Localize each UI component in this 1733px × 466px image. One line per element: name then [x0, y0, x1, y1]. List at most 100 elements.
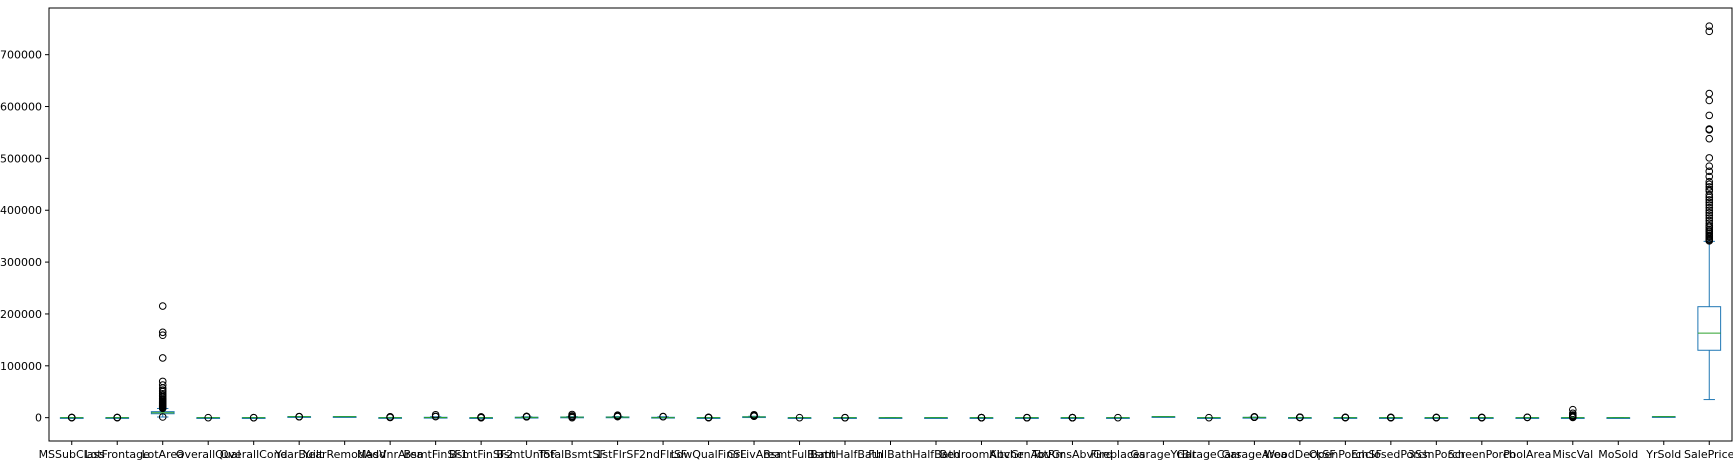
outlier-point: [1705, 125, 1714, 133]
x-tick-label: KitchenAbvGr: [989, 448, 1065, 461]
box-LowQualFinSF: [696, 413, 721, 422]
x-tick-label: MasVnrArea: [357, 448, 423, 461]
outlier-point: [158, 377, 167, 386]
box-FullBath: [878, 417, 903, 419]
box-LotArea: [150, 302, 175, 421]
box-LotFrontage: [105, 413, 130, 422]
x-tick-label: GrLivArea: [727, 448, 781, 461]
outlier-point: [1705, 221, 1714, 230]
outlier-point: [249, 413, 258, 422]
outlier-point: [1705, 216, 1714, 225]
y-axis: 0 100000 200000 300000 400000 500000 600000 700…: [0, 49, 49, 425]
outlier-point: [1068, 413, 1077, 422]
x-tick-label: MiscVal: [1552, 448, 1593, 461]
x-tick-label: MoSold: [1598, 448, 1638, 461]
x-tick-label: 2ndFlrSF: [639, 448, 687, 461]
outlier-point: [158, 302, 167, 310]
outlier-point: [67, 413, 76, 422]
x-tick-label: GarageArea: [1222, 448, 1288, 461]
box-BsmtFinSF1: [423, 410, 448, 421]
outlier-point: [295, 412, 303, 421]
iqr-box: [1697, 306, 1722, 351]
x-tick-label: YearBuilt: [274, 448, 324, 461]
outlier-point: [841, 413, 849, 422]
box-ScreenPorch: [1469, 413, 1494, 422]
box-Fireplaces: [1106, 413, 1130, 422]
box-PoolArea: [1515, 413, 1540, 422]
box-YrSold: [1651, 416, 1676, 418]
outlier-point: [1705, 154, 1714, 162]
box-MoSold: [1606, 417, 1631, 419]
outlier-point: [1341, 413, 1350, 422]
x-tick-label: BsmtFinSF1: [404, 448, 468, 461]
box-MSSubClass: [59, 413, 84, 422]
box-YearBuilt: [287, 412, 312, 421]
outlier-point: [1023, 413, 1031, 422]
outlier-point: [158, 381, 167, 389]
box-MiscVal: [1560, 405, 1585, 422]
outlier-point: [1705, 111, 1714, 120]
y-tick-label: 700000: [0, 49, 42, 62]
box-OpenPorchSF: [1333, 413, 1358, 422]
x-tick-label: OverallQual: [176, 448, 241, 461]
x-tick-label: YearRemodAdd: [302, 448, 386, 461]
box-GarageYrBlt: [1151, 416, 1176, 418]
outlier-point: [522, 412, 531, 421]
outlier-point: [1705, 22, 1714, 30]
outlier-point: [1705, 211, 1714, 220]
boxes-layer: [59, 22, 1722, 422]
outlier-point: [158, 413, 167, 421]
box-2ndFlrSF: [651, 412, 675, 421]
outlier-point: [750, 410, 758, 419]
outlier-point: [1250, 413, 1259, 421]
outlier-point: [1705, 185, 1714, 194]
x-tick-label: TotRmsAbvGrd: [1031, 448, 1113, 461]
y-tick-label: 500000: [0, 152, 42, 165]
box-BedroomAbvGr: [969, 413, 994, 422]
outlier-point: [1432, 413, 1441, 422]
box-TotalBsmtSF: [560, 410, 584, 422]
outlier-point: [1705, 206, 1714, 215]
outlier-point: [1705, 96, 1714, 105]
outlier-point: [1705, 180, 1714, 189]
box-GarageCars: [1197, 413, 1221, 422]
x-tick-label: BsmtFullBath: [763, 448, 836, 461]
outlier-point: [158, 386, 167, 394]
x-tick-label: BsmtUnfSF: [496, 448, 557, 461]
box-OverallQual: [196, 413, 221, 422]
x-tick-label: FullBath: [868, 448, 912, 461]
plot-frame: [48, 7, 1733, 442]
outlier-point: [1705, 183, 1714, 191]
box-GarageArea: [1242, 413, 1267, 421]
outlier-point: [1705, 209, 1714, 217]
outlier-point: [1705, 214, 1714, 222]
box-WoodDeckSF: [1288, 413, 1312, 422]
box-KitchenAbvGr: [1015, 413, 1039, 422]
outlier-point: [1523, 413, 1532, 422]
outlier-point: [1705, 27, 1714, 36]
outlier-point: [1568, 409, 1577, 418]
outlier-point: [1705, 196, 1714, 204]
outlier-point: [1705, 201, 1714, 209]
box-MasVnrArea: [378, 413, 403, 422]
x-tick-label: EnclosedPorch: [1351, 448, 1431, 461]
outlier-point: [1705, 167, 1714, 176]
outlier-point: [1705, 219, 1714, 228]
y-tick-label: 600000: [0, 101, 42, 114]
y-tick-label: 400000: [0, 204, 42, 217]
outlier-point: [1705, 134, 1714, 143]
x-tick-label: SalePrice: [1684, 448, 1733, 461]
outlier-point: [1387, 413, 1395, 422]
x-tick-label: HalfBath: [912, 448, 960, 461]
outlier-point: [158, 390, 167, 398]
box-1stFlrSF: [605, 411, 630, 421]
outlier-point: [1705, 89, 1714, 98]
outlier-point: [204, 413, 213, 422]
x-tick-label: OpenPorchSF: [1309, 448, 1382, 461]
box-SalePrice: [1697, 22, 1722, 401]
x-tick-label: LotArea: [142, 448, 184, 461]
y-tick-label: 100000: [0, 360, 42, 373]
x-tick-label: GarageYrBlt: [1130, 448, 1197, 461]
x-tick-label: PoolArea: [1503, 448, 1551, 461]
